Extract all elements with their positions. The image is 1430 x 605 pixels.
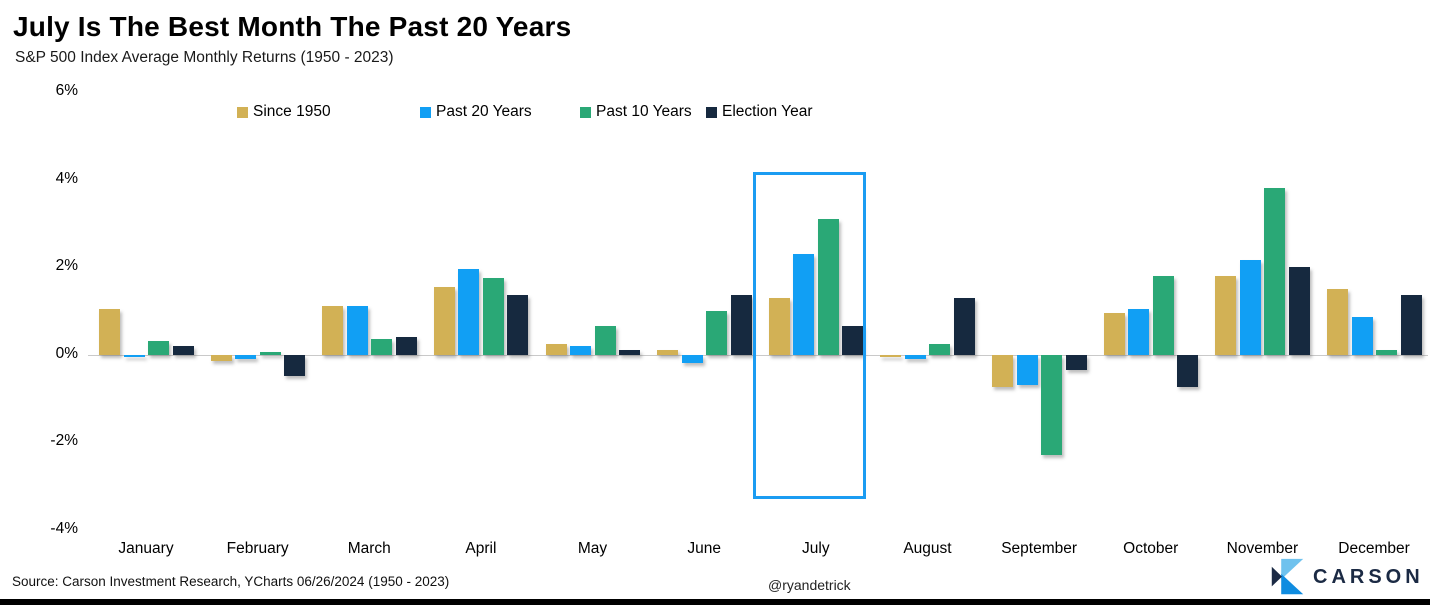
legend-item: Since 1950 xyxy=(237,103,331,121)
y-axis-tick-label: 0% xyxy=(55,344,78,362)
x-axis-label-february: February xyxy=(226,540,289,557)
x-axis-label-july: July xyxy=(802,540,830,557)
bar-january-past-10-years xyxy=(148,341,169,355)
x-axis-label-may: May xyxy=(577,540,608,557)
legend-swatch-icon xyxy=(706,106,717,118)
bar-january-since-1950 xyxy=(99,308,120,355)
x-axis-label-december: December xyxy=(1338,540,1410,557)
bar-may-election-year xyxy=(619,350,641,355)
bar-february-election-year xyxy=(284,354,306,377)
bar-october-past-10-years xyxy=(1152,275,1174,355)
bar-september-past-20-years xyxy=(1016,354,1038,386)
bar-january-past-20-years xyxy=(123,354,145,357)
author-handle: @ryandetrick xyxy=(768,577,851,593)
bar-january-election-year xyxy=(172,345,194,355)
y-axis-tick-label: -2% xyxy=(50,432,78,449)
legend-label: Since 1950 xyxy=(253,103,331,120)
bar-april-election-year xyxy=(507,295,529,355)
bottom-border-bar xyxy=(0,599,1430,605)
bar-may-past-20-years xyxy=(570,345,592,355)
bar-march-past-20-years xyxy=(346,306,368,355)
page-title: July Is The Best Month The Past 20 Years xyxy=(13,11,572,42)
bar-july-election-year xyxy=(842,326,864,355)
bar-october-past-20-years xyxy=(1128,308,1150,355)
bar-august-election-year xyxy=(953,297,975,355)
bar-october-election-year xyxy=(1177,354,1199,388)
legend-item: Past 20 Years xyxy=(420,103,532,121)
bar-april-since-1950 xyxy=(433,286,455,355)
bar-december-past-10-years xyxy=(1376,350,1398,355)
x-axis-label-april: April xyxy=(465,540,497,557)
bar-february-since-1950 xyxy=(210,354,232,362)
bar-august-since-1950 xyxy=(880,354,902,357)
x-axis-label-january: January xyxy=(118,540,174,557)
bar-december-election-year xyxy=(1400,295,1422,355)
bar-september-past-10-years xyxy=(1041,354,1063,456)
bar-october-since-1950 xyxy=(1103,312,1125,355)
bar-june-since-1950 xyxy=(657,350,679,355)
bar-april-past-10-years xyxy=(482,277,504,355)
chart-subtitle: S&P 500 Index Average Monthly Returns (1… xyxy=(15,49,394,66)
carson-logo: CARSON xyxy=(1271,557,1424,597)
bar-december-since-1950 xyxy=(1327,288,1349,355)
y-axis-tick-label: -4% xyxy=(50,519,78,537)
bar-november-past-20-years xyxy=(1239,260,1261,355)
zero-axis-line xyxy=(88,354,1428,356)
bar-march-since-1950 xyxy=(322,306,344,355)
legend-swatch-icon xyxy=(237,106,248,118)
bar-september-since-1950 xyxy=(992,354,1014,388)
legend-label: Past 20 Years xyxy=(436,103,532,120)
bar-july-since-1950 xyxy=(768,297,790,355)
bar-june-election-year xyxy=(730,295,752,355)
x-axis-label-august: August xyxy=(903,540,952,557)
bar-june-past-10-years xyxy=(706,310,728,355)
y-axis-tick-label: 4% xyxy=(55,169,78,187)
carson-wordmark: CARSON xyxy=(1313,565,1424,588)
carson-chevron-icon xyxy=(1271,558,1304,595)
bar-may-past-10-years xyxy=(594,326,616,355)
july-highlight-box xyxy=(752,172,866,499)
bar-july-past-20-years xyxy=(793,253,815,355)
legend-swatch-icon xyxy=(580,106,591,118)
x-axis-label-november: November xyxy=(1226,540,1299,557)
bar-july-past-10-years xyxy=(817,218,839,355)
bar-june-past-20-years xyxy=(681,354,703,364)
bar-may-since-1950 xyxy=(545,343,567,355)
bar-december-past-20-years xyxy=(1351,317,1373,355)
source-note: Source: Carson Investment Research, YCha… xyxy=(12,574,450,589)
y-axis-tick-label: 2% xyxy=(55,257,78,274)
bar-november-election-year xyxy=(1288,267,1310,355)
bar-september-election-year xyxy=(1065,354,1087,370)
legend-item: Election Year xyxy=(706,103,813,121)
y-axis-tick-label: 6% xyxy=(55,82,78,99)
x-axis-label-june: June xyxy=(687,540,721,557)
legend-label: Past 10 Years xyxy=(596,103,692,120)
legend-item: Past 10 Years xyxy=(580,103,692,121)
bar-august-past-10-years xyxy=(929,343,951,355)
legend-swatch-icon xyxy=(420,106,431,118)
bar-february-past-20-years xyxy=(235,354,257,359)
bar-march-past-10-years xyxy=(371,339,393,355)
bar-november-since-1950 xyxy=(1215,275,1237,355)
x-axis-label-september: September xyxy=(1001,540,1078,557)
x-axis-label-march: March xyxy=(347,540,391,557)
x-axis-label-october: October xyxy=(1123,540,1179,557)
bar-february-past-10-years xyxy=(259,352,281,355)
bar-august-past-20-years xyxy=(904,354,926,359)
bar-march-election-year xyxy=(395,337,417,355)
bar-april-past-20-years xyxy=(458,269,480,355)
bar-november-past-10-years xyxy=(1264,188,1286,355)
legend-label: Election Year xyxy=(722,103,813,120)
